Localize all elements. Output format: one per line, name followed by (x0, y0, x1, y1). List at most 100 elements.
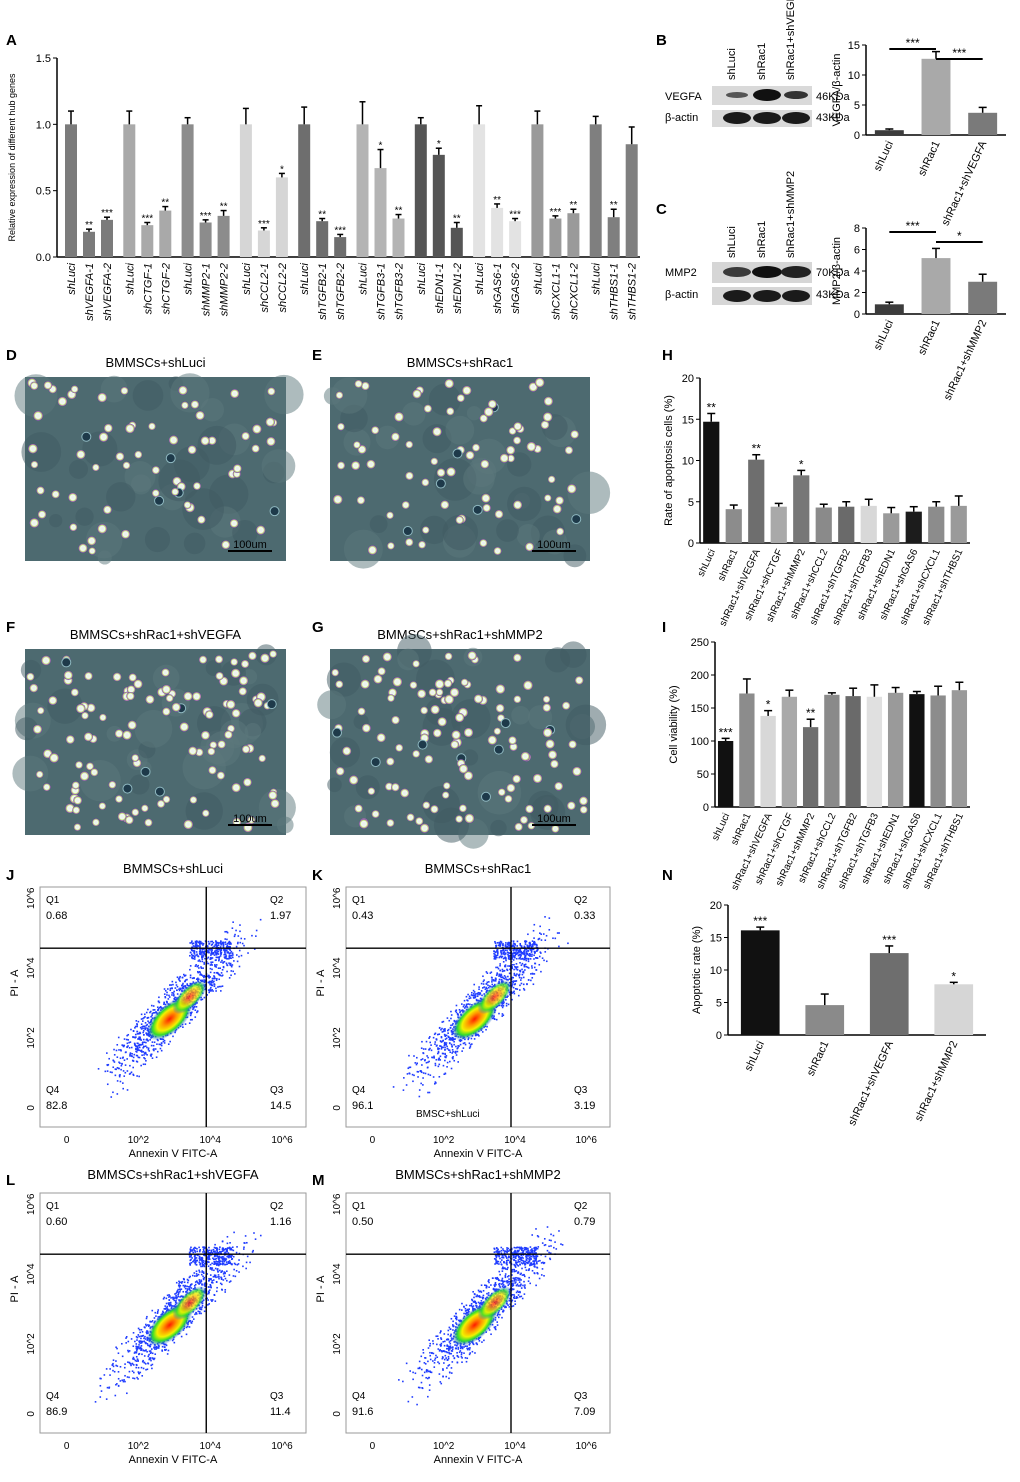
cell (405, 440, 414, 449)
event-dot (117, 1067, 120, 1070)
event-dot (202, 1277, 205, 1280)
event-dot (222, 945, 225, 947)
event-dot (195, 1313, 198, 1315)
event-dot (446, 1045, 448, 1048)
event-dot (179, 1296, 181, 1298)
cell (353, 441, 361, 449)
event-dot (192, 1260, 194, 1263)
event-dot (199, 940, 202, 943)
background-texture (75, 507, 94, 526)
event-dot (126, 1070, 129, 1072)
event-dot (114, 1394, 117, 1397)
cell (336, 461, 346, 470)
y-tick-label: 150 (691, 703, 709, 715)
event-dot (474, 993, 477, 995)
cell (43, 381, 53, 390)
background-texture (544, 647, 571, 673)
event-dot (191, 940, 193, 942)
event-dot (199, 1259, 201, 1261)
quadrant-value: 3.19 (574, 1100, 595, 1112)
cell (430, 704, 440, 715)
event-dot (541, 957, 544, 959)
event-dot (515, 953, 518, 955)
event-dot (206, 1250, 209, 1253)
event-dot (214, 1243, 216, 1246)
event-dot (193, 1272, 196, 1274)
event-dot (455, 1045, 457, 1048)
event-dot (213, 1255, 216, 1258)
event-dot (511, 976, 513, 979)
event-dot (147, 1355, 150, 1358)
cell (367, 787, 376, 796)
event-dot (233, 960, 235, 962)
event-dot (201, 950, 203, 953)
event-dot (520, 945, 523, 947)
event-dot (221, 969, 224, 971)
event-dot (207, 1258, 210, 1261)
event-dot (211, 1280, 214, 1282)
event-dot (230, 970, 233, 972)
event-dot (515, 980, 518, 982)
cell (405, 538, 414, 547)
dark-cell (435, 478, 446, 489)
event-dot (146, 1368, 149, 1371)
event-dot (519, 950, 522, 952)
event-dot (200, 967, 203, 969)
event-dot (492, 1017, 495, 1019)
event-dot (450, 1017, 452, 1020)
event-dot (201, 958, 204, 961)
event-dot (177, 1284, 180, 1287)
event-dot (188, 1289, 191, 1291)
event-dot (183, 973, 185, 976)
cell (161, 684, 172, 695)
event-dot (194, 965, 197, 967)
event-dot (186, 984, 189, 986)
event-dot (148, 1358, 151, 1361)
event-dot (465, 1003, 468, 1006)
event-dot (520, 946, 523, 948)
event-dot (143, 1034, 145, 1036)
event-dot (145, 1011, 148, 1014)
event-dot (473, 995, 476, 997)
category-label: shLuci (358, 262, 370, 294)
y-tick-label: 0 (688, 538, 694, 550)
event-dot (517, 954, 520, 957)
bar (805, 1005, 845, 1035)
cell (207, 436, 217, 446)
event-dot (445, 1037, 448, 1040)
event-dot (233, 1231, 235, 1234)
category-label: shTGFB2-2 (335, 263, 347, 320)
cell (384, 782, 394, 791)
background-texture (542, 529, 568, 555)
density-core (172, 979, 207, 1015)
event-dot (208, 1258, 211, 1261)
event-dot (477, 993, 479, 996)
event-dot (201, 942, 203, 944)
event-dot (136, 1339, 138, 1341)
event-dot (438, 1047, 440, 1050)
event-dot (173, 997, 176, 1000)
event-dot (531, 945, 533, 948)
event-dot (137, 1360, 139, 1362)
event-dot (120, 1064, 123, 1067)
event-dot (531, 944, 534, 947)
event-dot (219, 955, 222, 957)
event-dot (164, 1348, 166, 1351)
event-dot (480, 990, 483, 992)
event-dot (151, 1367, 153, 1370)
event-dot (500, 941, 503, 943)
event-dot (124, 1064, 127, 1066)
event-dot (408, 1072, 411, 1075)
event-dot (532, 929, 535, 932)
event-dot (513, 968, 515, 971)
y-tick-label: 20 (710, 900, 722, 912)
event-dot (208, 1289, 211, 1291)
bar (740, 930, 780, 1035)
event-dot (189, 1262, 191, 1265)
event-dot (198, 1312, 201, 1315)
event-dot (405, 1084, 408, 1086)
event-dot (530, 948, 532, 950)
event-dot (177, 1292, 180, 1294)
event-dot (167, 998, 170, 1000)
event-dot (226, 1235, 229, 1238)
